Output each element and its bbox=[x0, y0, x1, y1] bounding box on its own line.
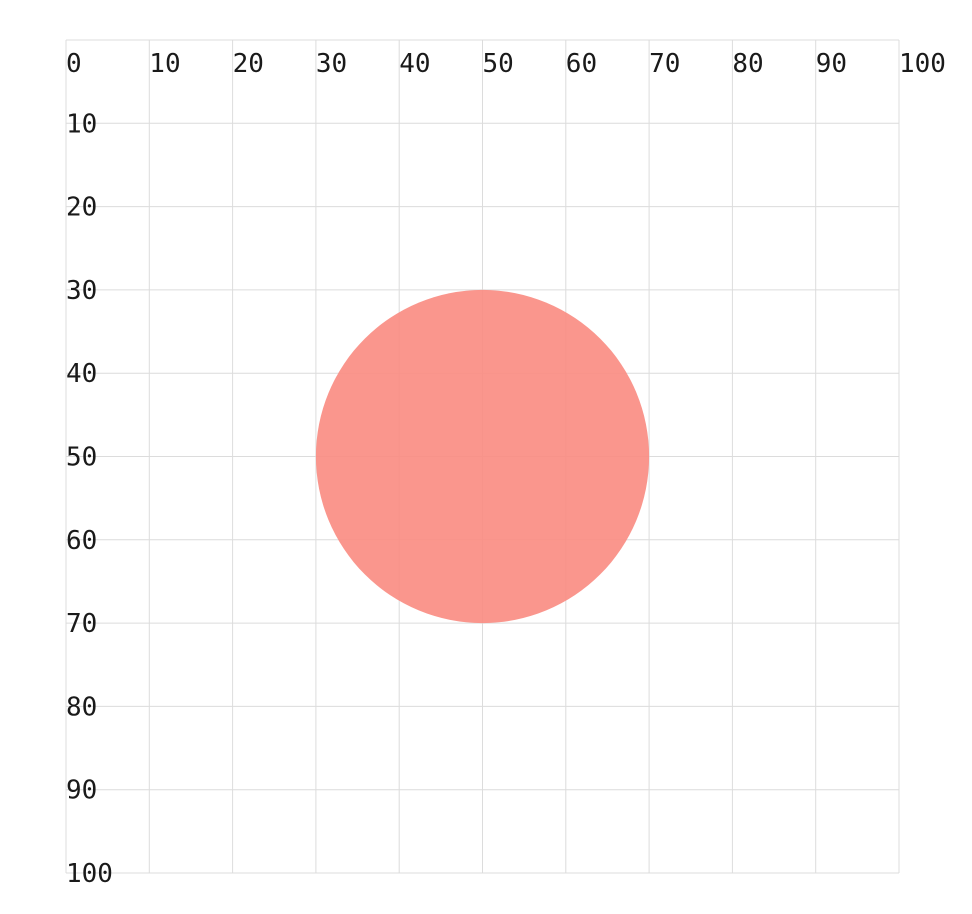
y-tick-label: 10 bbox=[66, 109, 97, 139]
y-tick-label: 50 bbox=[66, 443, 97, 473]
x-tick-label: 20 bbox=[233, 49, 264, 79]
y-tick-label: 30 bbox=[66, 276, 97, 306]
y-tick-label: 20 bbox=[66, 193, 97, 223]
y-tick-label: 60 bbox=[66, 526, 97, 556]
red-circle bbox=[315, 289, 650, 624]
x-axis-labels: 0 10 20 30 40 50 60 70 80 90 100 bbox=[66, 49, 946, 79]
y-axis-labels: 10 20 30 40 50 60 70 80 90 100 bbox=[66, 109, 113, 889]
x-tick-label: 90 bbox=[816, 49, 847, 79]
y-tick-label: 100 bbox=[66, 859, 113, 889]
x-tick-label: 60 bbox=[566, 49, 597, 79]
x-tick-label: 50 bbox=[483, 49, 514, 79]
x-tick-label: 0 bbox=[66, 49, 82, 79]
shapes-layer bbox=[315, 289, 650, 624]
x-tick-label: 40 bbox=[399, 49, 430, 79]
x-tick-label: 10 bbox=[149, 49, 180, 79]
x-tick-label: 70 bbox=[649, 49, 680, 79]
x-tick-label: 30 bbox=[316, 49, 347, 79]
y-tick-label: 40 bbox=[66, 359, 97, 389]
y-tick-label: 70 bbox=[66, 609, 97, 639]
y-tick-label: 90 bbox=[66, 776, 97, 806]
y-tick-label: 80 bbox=[66, 692, 97, 722]
x-tick-label: 80 bbox=[732, 49, 763, 79]
x-tick-label: 100 bbox=[899, 49, 946, 79]
